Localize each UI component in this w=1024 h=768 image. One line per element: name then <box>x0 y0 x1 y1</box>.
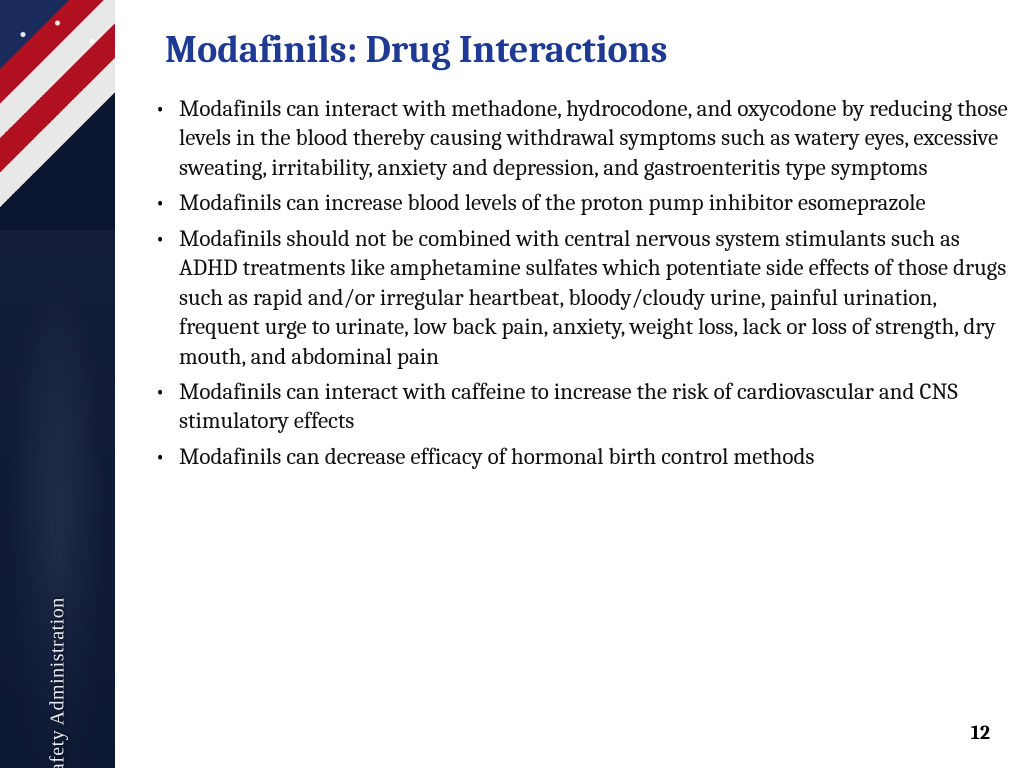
sidebar: Federal Motor Carrier Safety Administrat… <box>0 0 115 768</box>
list-item: Modafinils can decrease efficacy of horm… <box>149 442 1008 471</box>
org-label: Federal Motor Carrier Safety Administrat… <box>46 477 69 768</box>
list-item: Modafinils can interact with methadone, … <box>149 94 1008 182</box>
bullet-list: Modafinils can interact with methadone, … <box>135 94 1014 471</box>
list-item: Modafinils should not be combined with c… <box>149 224 1008 371</box>
slide-content: Modafinils: Drug Interactions Modafinils… <box>115 0 1024 768</box>
list-item: Modafinils can interact with caffeine to… <box>149 377 1008 436</box>
slide-title: Modafinils: Drug Interactions <box>165 28 1014 72</box>
flag-graphic <box>0 0 115 230</box>
page-number: 12 <box>971 721 990 744</box>
list-item: Modafinils can increase blood levels of … <box>149 188 1008 217</box>
